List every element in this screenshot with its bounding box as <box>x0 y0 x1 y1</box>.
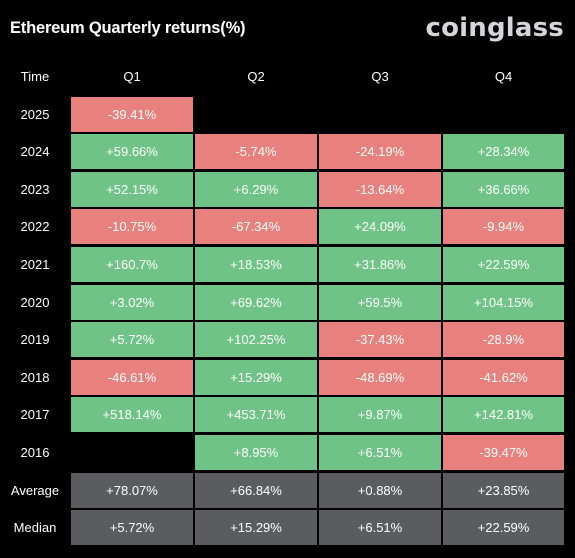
return-cell: +24.09% <box>319 209 441 245</box>
return-cell: -46.61% <box>71 359 193 395</box>
return-cell: +518.14% <box>71 397 193 433</box>
return-cell: +3.02% <box>71 284 193 320</box>
row-label: 2022 <box>20 219 50 235</box>
table-row: 2023 +52.15% +6.29% -13.64% +36.66% <box>0 171 575 210</box>
header-time: Time <box>20 69 50 84</box>
return-cell: +28.34% <box>443 134 564 170</box>
return-cell: -28.9% <box>443 322 564 358</box>
return-cell: +102.25% <box>195 322 317 358</box>
table-row: 2022 -10.75% -67.34% +24.09% -9.94% <box>0 209 575 247</box>
row-label: 2025 <box>20 106 50 122</box>
row-label: 2016 <box>20 444 50 460</box>
row-label: Average <box>10 482 60 498</box>
summary-row: Average +78.07% +66.84% +0.88% +23.85% <box>0 472 575 511</box>
row-label: 2018 <box>20 369 50 385</box>
return-cell: +69.62% <box>195 284 317 320</box>
return-cell: +59.5% <box>319 284 441 320</box>
row-label: 2017 <box>20 407 50 423</box>
return-cell: +52.15% <box>71 171 193 207</box>
return-cell: -13.64% <box>319 171 441 207</box>
return-cell: +23.85% <box>443 472 564 508</box>
return-cell: +36.66% <box>443 171 564 207</box>
table-row: 2025 -39.41% <box>0 96 575 135</box>
return-cell: -37.43% <box>319 322 441 358</box>
chart-title: Ethereum Quarterly returns(%) <box>10 19 246 37</box>
return-cell: +6.29% <box>195 171 317 207</box>
row-label: Median <box>13 520 57 536</box>
row-label: 2019 <box>20 332 50 348</box>
row-label: 2021 <box>20 256 50 272</box>
return-cell: -67.34% <box>195 209 317 245</box>
table-row: 2017 +518.14% +453.71% +9.87% +142.81% <box>0 397 575 435</box>
return-cell: +66.84% <box>195 472 317 508</box>
return-cell: +15.29% <box>195 510 317 546</box>
return-cell: +104.15% <box>443 284 564 320</box>
return-cell: +22.59% <box>443 246 564 282</box>
row-label: 2023 <box>20 181 50 197</box>
return-cell: -48.69% <box>319 359 441 395</box>
return-cell: -5.74% <box>195 134 317 170</box>
return-cell: +31.86% <box>319 246 441 282</box>
return-cell: +6.51% <box>319 510 441 546</box>
return-cell: -9.94% <box>443 209 564 245</box>
return-cell: +5.72% <box>71 322 193 358</box>
coinglass-logo: coinglass <box>425 13 564 43</box>
return-cell: +18.53% <box>195 246 317 282</box>
summary-row: Median +5.72% +15.29% +6.51% +22.59% <box>0 510 575 548</box>
return-cell: -39.41% <box>71 96 193 132</box>
return-cell: -39.47% <box>443 434 564 470</box>
return-cell: +0.88% <box>319 472 441 508</box>
table-row: 2016 +8.95% +6.51% -39.47% <box>0 434 575 473</box>
header-q4: Q4 <box>494 69 513 84</box>
table-row: 2020 +3.02% +69.62% +59.5% +104.15% <box>0 284 575 323</box>
table-row: 2019 +5.72% +102.25% -37.43% -28.9% <box>0 322 575 360</box>
return-cell: +6.51% <box>319 434 441 470</box>
return-cell: +5.72% <box>71 510 193 546</box>
return-cell: -24.19% <box>319 134 441 170</box>
row-label: 2020 <box>20 294 50 310</box>
return-cell: +22.59% <box>443 510 564 546</box>
return-cell: -10.75% <box>71 209 193 245</box>
row-label: 2024 <box>20 144 50 160</box>
return-cell: +453.71% <box>195 397 317 433</box>
return-cell: +142.81% <box>443 397 564 433</box>
header-q3: Q3 <box>371 69 389 84</box>
header-q1: Q1 <box>123 69 141 84</box>
return-cell: +59.66% <box>71 134 193 170</box>
header-row: Time Q1 Q2 Q3 Q4 <box>0 59 575 97</box>
return-cell: +8.95% <box>195 434 317 470</box>
table-row: 2024 +59.66% -5.74% -24.19% +28.34% <box>0 134 575 172</box>
return-cell: +9.87% <box>319 397 441 433</box>
returns-table: Time Q1 Q2 Q3 Q4 2025 -39.41% 2024 +59.66% -5.74%… <box>0 59 575 548</box>
return-cell: -41.62% <box>443 359 564 395</box>
table-row: 2021 +160.7% +18.53% +31.86% +22.59% <box>0 246 575 285</box>
return-cell: +15.29% <box>195 359 317 395</box>
return-cell: +160.7% <box>71 246 193 282</box>
table-row: 2018 -46.61% +15.29% -48.69% -41.62% <box>0 359 575 398</box>
return-cell: +78.07% <box>71 472 193 508</box>
header-q2: Q2 <box>247 69 265 84</box>
